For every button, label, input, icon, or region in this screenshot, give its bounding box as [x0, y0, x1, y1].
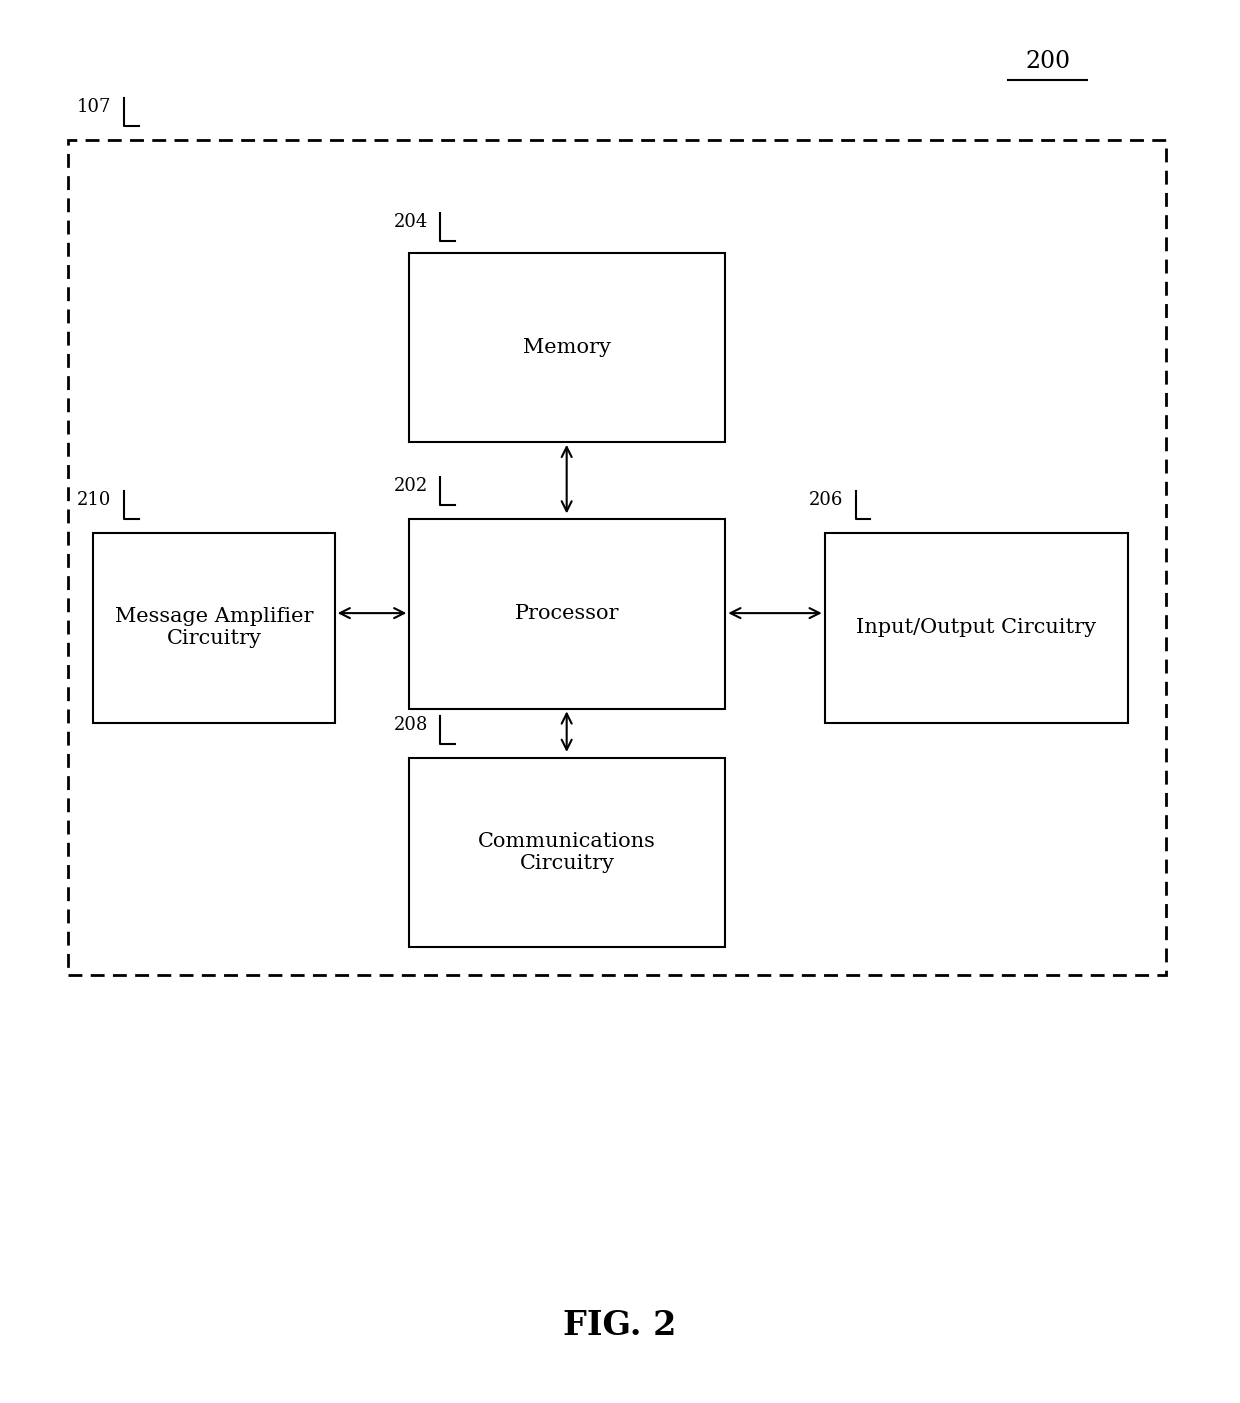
Bar	[409, 253, 725, 442]
Bar	[825, 533, 1128, 723]
Text: 107: 107	[77, 98, 112, 116]
Text: Memory: Memory	[523, 338, 611, 356]
Bar	[93, 533, 335, 723]
Text: 206: 206	[808, 491, 843, 509]
Bar	[409, 758, 725, 947]
Text: Input/Output Circuitry: Input/Output Circuitry	[857, 619, 1096, 637]
Text: 200: 200	[1025, 51, 1070, 73]
Text: Message Amplifier
Circuitry: Message Amplifier Circuitry	[114, 607, 314, 648]
Text: Communications
Circuitry: Communications Circuitry	[479, 832, 656, 873]
Text: 210: 210	[77, 491, 112, 509]
Text: 202: 202	[393, 477, 428, 495]
Text: 208: 208	[393, 716, 428, 734]
Bar	[409, 519, 725, 709]
Bar	[68, 140, 1166, 975]
Text: Processor: Processor	[515, 605, 620, 623]
Text: 204: 204	[393, 213, 428, 231]
Text: FIG. 2: FIG. 2	[563, 1309, 677, 1343]
